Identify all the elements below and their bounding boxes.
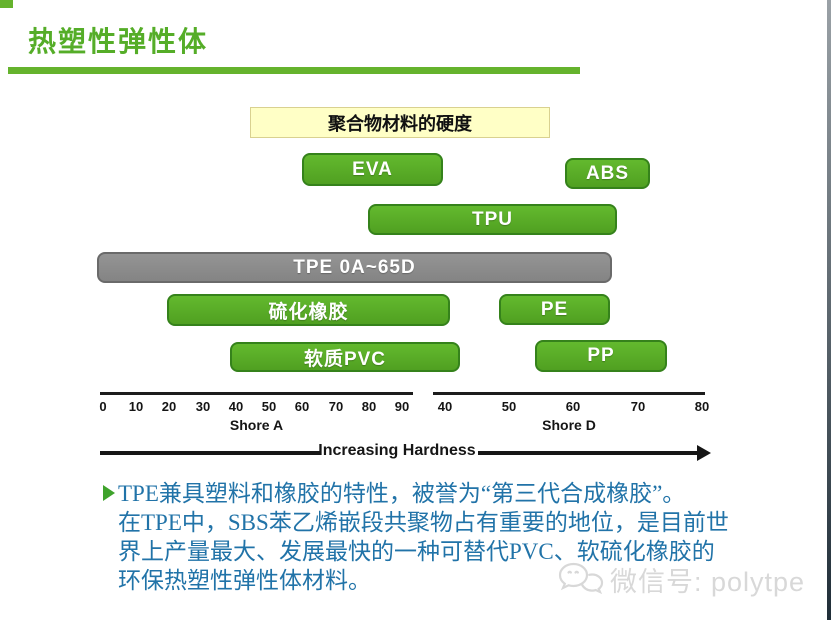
shore-a-tick-label: 40 (228, 399, 244, 414)
chart-title: 聚合物材料的硬度 (328, 113, 472, 134)
bullet-triangle-icon (103, 485, 115, 501)
shore-a-tick-label: 30 (195, 399, 211, 414)
material-bar-eva: EVA (302, 153, 443, 186)
page-title: 热塑性弹性体 (28, 27, 209, 58)
right-edge-strip (827, 0, 831, 620)
material-bar-abs: ABS (565, 158, 650, 189)
shore-a-tick-label: 90 (394, 399, 410, 414)
shore-d-tick-label: 50 (501, 399, 517, 414)
paragraph-line: TPE兼具塑料和橡胶的特性，被誉为“第三代合成橡胶”。 (118, 481, 686, 506)
shore-a-tick-label: 60 (294, 399, 310, 414)
chart-title-box: 聚合物材料的硬度 (250, 107, 550, 138)
title-underline (8, 67, 580, 74)
hardness-arrow-head-icon (697, 445, 711, 461)
shore-a-tick-label: 10 (128, 399, 144, 414)
paragraph-line: 在TPE中，SBS苯乙烯嵌段共聚物占有重要的地位，是目前世 (118, 510, 729, 535)
material-bar-pe: PE (499, 294, 610, 325)
shore-a-tick-label: 20 (161, 399, 177, 414)
hardness-arrow-label: Increasing Hardness (318, 442, 476, 459)
shore-d-tick-label: 80 (694, 399, 710, 414)
shore-a-tick-label: 50 (261, 399, 277, 414)
shore-a-axis-line (100, 392, 413, 395)
paragraph-lines: TPE兼具塑料和橡胶的特性，被誉为“第三代合成橡胶”。 在TPE中，SBS苯乙烯… (118, 479, 783, 595)
hardness-arrow-left-segment (100, 451, 320, 455)
shore-d-axis-title: Shore D (542, 417, 596, 433)
shore-a-tick-label: 80 (361, 399, 377, 414)
body-paragraph: TPE兼具塑料和橡胶的特性，被誉为“第三代合成橡胶”。 在TPE中，SBS苯乙烯… (103, 479, 783, 595)
shore-d-tick-label: 40 (437, 399, 453, 414)
material-bar-pvc: 软质PVC (230, 342, 460, 372)
material-bar-pp: PP (535, 340, 667, 372)
material-bar-cn: 硫化橡胶 (167, 294, 450, 326)
paragraph-line: 环保热塑性弹性体材料。 (118, 568, 371, 593)
watermark-text: 微信号: polytpe (610, 567, 806, 597)
shore-d-tick-label: 60 (565, 399, 581, 414)
corner-accent-chip (0, 0, 13, 8)
shore-a-axis-title: Shore A (229, 417, 284, 433)
paragraph-line: 界上产量最大、发展最快的一种可替代PVC、软硫化橡胶的 (118, 539, 715, 564)
shore-d-tick-label: 70 (630, 399, 646, 414)
hardness-arrow-right-segment (478, 451, 697, 455)
wechat-icon (558, 562, 604, 594)
material-bar-tpe-0a-65d: TPE 0A~65D (97, 252, 612, 283)
material-bar-tpu: TPU (368, 204, 617, 235)
shore-a-tick-label: 0 (99, 399, 107, 414)
shore-a-tick-label: 70 (328, 399, 344, 414)
shore-d-axis-line (433, 392, 705, 395)
watermark: 微信号: polytpe (556, 560, 805, 599)
